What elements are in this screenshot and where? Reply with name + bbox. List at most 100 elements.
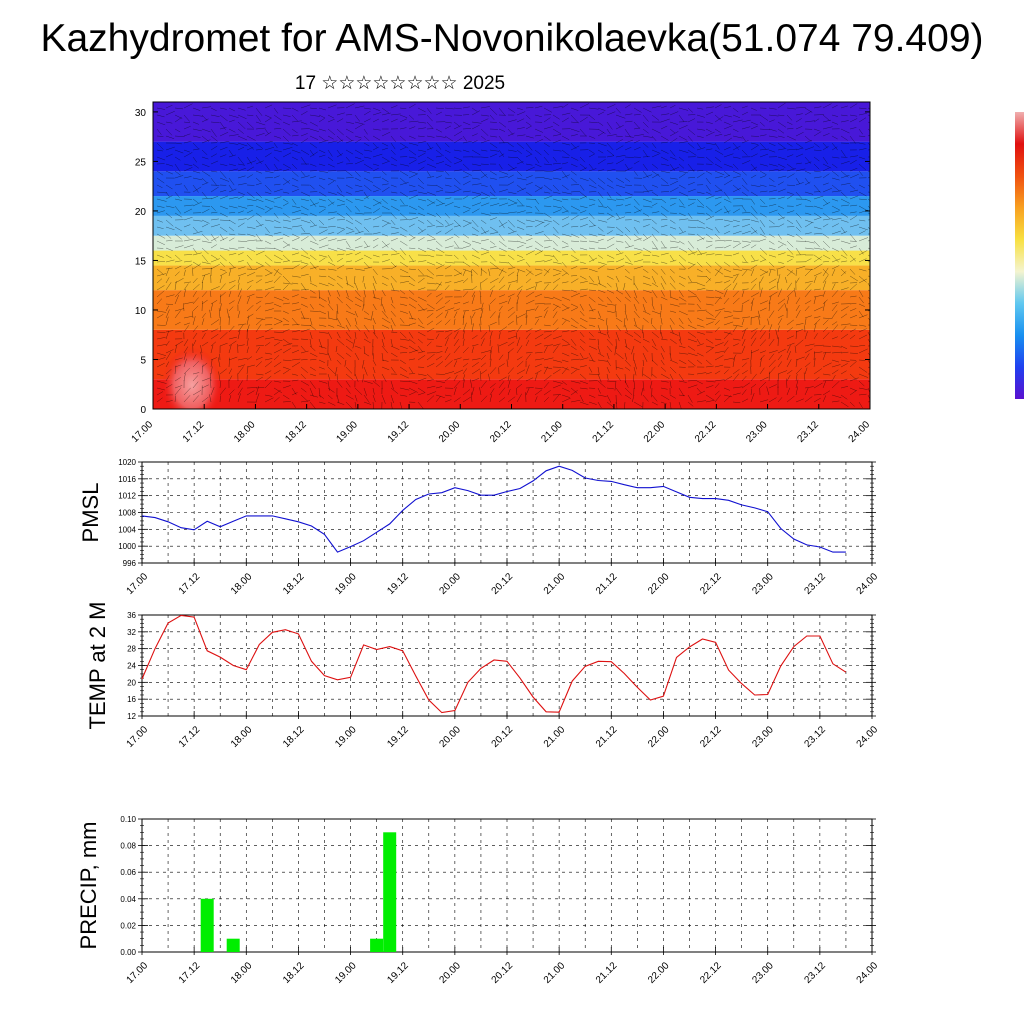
wind-barb (354, 394, 358, 402)
wind-barb (579, 345, 585, 351)
wind-barb (525, 125, 532, 130)
wind-barb (309, 352, 318, 357)
wind-barb (570, 145, 580, 151)
wind-barb (444, 149, 451, 153)
wind-barb (723, 321, 734, 326)
wind-barb (651, 317, 653, 325)
wind-barb (669, 289, 672, 298)
wind-barb (696, 372, 707, 375)
wind-barb (318, 394, 325, 399)
wind-barb (489, 358, 492, 368)
wind-barb (768, 219, 775, 225)
wind-barb (867, 352, 870, 356)
wind-barb (534, 358, 544, 361)
wind-barb (183, 322, 191, 326)
wind-barb (714, 390, 720, 396)
wind-barb (228, 196, 239, 200)
wind-barb (417, 377, 427, 382)
wind-barb (858, 296, 864, 304)
wind-barb (615, 135, 623, 137)
wind-barb (210, 319, 220, 326)
wind-barb (795, 226, 801, 232)
wind-barb (831, 301, 839, 305)
wind-barb (579, 294, 587, 298)
wind-barb (777, 314, 784, 319)
wind-barb (759, 114, 769, 121)
wind-barb (642, 198, 652, 203)
wind-barb (453, 212, 460, 217)
wind-barb (273, 226, 282, 229)
wind-barb (561, 210, 569, 214)
wind-barb (552, 268, 562, 272)
wind-barb (705, 346, 715, 354)
wind-barb (362, 303, 365, 311)
wind-barb (822, 163, 832, 169)
wind-barb (579, 310, 585, 317)
wind-barb (192, 252, 202, 256)
wind-barb (399, 135, 406, 142)
wind-barb (453, 156, 463, 161)
wind-barb (669, 137, 678, 144)
wind-barb (633, 401, 643, 408)
wind-barb (489, 285, 496, 291)
wind-barb (264, 352, 272, 355)
wind-barb (714, 281, 723, 284)
wind-barb (687, 135, 693, 142)
wind-barb (471, 177, 480, 180)
wind-barb (480, 267, 483, 277)
wind-barb (273, 121, 280, 125)
wind-barb (264, 272, 273, 277)
wind-barb (678, 156, 685, 162)
wind-barb (228, 177, 235, 186)
wind-barb (678, 184, 686, 189)
wind-barb (759, 175, 767, 179)
precip-bar (383, 832, 397, 952)
wind-barb (660, 401, 667, 405)
wind-barb (804, 205, 814, 208)
wind-barb (660, 310, 662, 318)
wind-barb (183, 387, 191, 396)
wind-barb (237, 310, 241, 319)
wind-barb (300, 303, 308, 308)
wind-barb (687, 176, 696, 179)
wind-barb (264, 254, 273, 262)
wind-barb (678, 212, 686, 217)
wind-barb (696, 288, 706, 291)
wind-barb (831, 258, 841, 263)
wind-barb (660, 135, 669, 141)
wind-barb (858, 258, 867, 263)
wind-barb (471, 386, 475, 396)
wind-barb (705, 128, 712, 133)
wind-barb (327, 247, 338, 252)
wind-barb (462, 149, 470, 153)
wind-barb (795, 113, 803, 116)
wind-barb (543, 268, 550, 273)
wind-barb (183, 233, 190, 240)
wind-barb (615, 121, 621, 128)
wind-barb (624, 254, 632, 263)
wind-barb (696, 226, 706, 229)
wind-barb (561, 191, 572, 195)
wind-barb (696, 268, 703, 273)
wind-barb (507, 156, 518, 159)
wind-barb (759, 190, 768, 193)
wind-barb (840, 313, 848, 319)
wind-barb (300, 138, 309, 144)
wind-barb (543, 296, 554, 299)
wind-barb (516, 134, 526, 137)
wind-barb (858, 219, 866, 222)
wind-barb (192, 261, 201, 267)
wind-barb (417, 277, 425, 284)
wind-barb (291, 163, 298, 170)
wind-barb (732, 268, 743, 271)
wind-barb (327, 217, 335, 221)
wind-barb (435, 355, 442, 361)
wind-barb (462, 310, 470, 312)
wind-barb (480, 191, 490, 197)
wind-barb (399, 170, 409, 177)
wind-barb (525, 339, 530, 347)
wind-barb (309, 338, 312, 347)
wind-barb (588, 257, 598, 263)
wind-barb (219, 332, 228, 340)
wind-barb (822, 182, 829, 186)
